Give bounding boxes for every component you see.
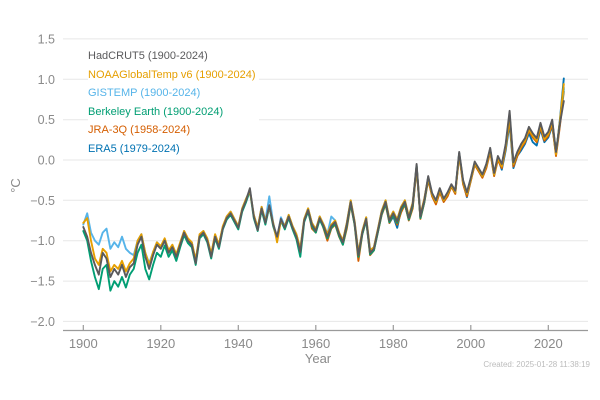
x-axis-label: Year: [304, 351, 332, 366]
legend-item-noaaglobaltemp: NOAAGlobalTemp v6 (1900-2024): [88, 65, 256, 84]
y-tick-label: −0.5: [30, 194, 55, 208]
x-tick-label: 2000: [456, 336, 485, 351]
y-tick-label: 0.0: [38, 154, 55, 168]
legend-item-gistemp: GISTEMP (1900-2024): [88, 84, 256, 103]
y-tick-label: 0.5: [38, 113, 55, 127]
legend-item-jra-3q: JRA-3Q (1958-2024): [88, 121, 256, 140]
x-tick-label: 1980: [379, 336, 408, 351]
y-tick-label: −1.0: [30, 234, 55, 248]
x-tick-label: 1940: [224, 336, 253, 351]
created-timestamp: Created: 2025-01-28 11:38:19: [483, 360, 590, 369]
x-tick-label: 2020: [534, 336, 563, 351]
y-tick-label: 1.0: [38, 73, 55, 87]
y-tick-label: 1.5: [38, 32, 55, 46]
legend-item-berkeley-earth: Berkeley Earth (1900-2024): [88, 102, 256, 121]
series-line-era5: [388, 77, 565, 229]
legend-item-hadcrut5: HadCRUT5 (1900-2024): [88, 47, 256, 66]
y-tick-label: −2.0: [30, 315, 55, 329]
x-tick-label: 1960: [301, 336, 330, 351]
legend: HadCRUT5 (1900-2024) NOAAGlobalTemp v6 (…: [88, 47, 259, 158]
y-axis-label: °C: [7, 178, 23, 193]
y-tick-label: −1.5: [30, 275, 55, 289]
x-tick-label: 1920: [146, 336, 175, 351]
x-tick-label: 1900: [69, 336, 98, 351]
series-line-hadcrut5: [82, 100, 565, 278]
series-line-jra-3q: [307, 90, 565, 262]
legend-item-era5: ERA5 (1979-2024): [88, 139, 256, 158]
